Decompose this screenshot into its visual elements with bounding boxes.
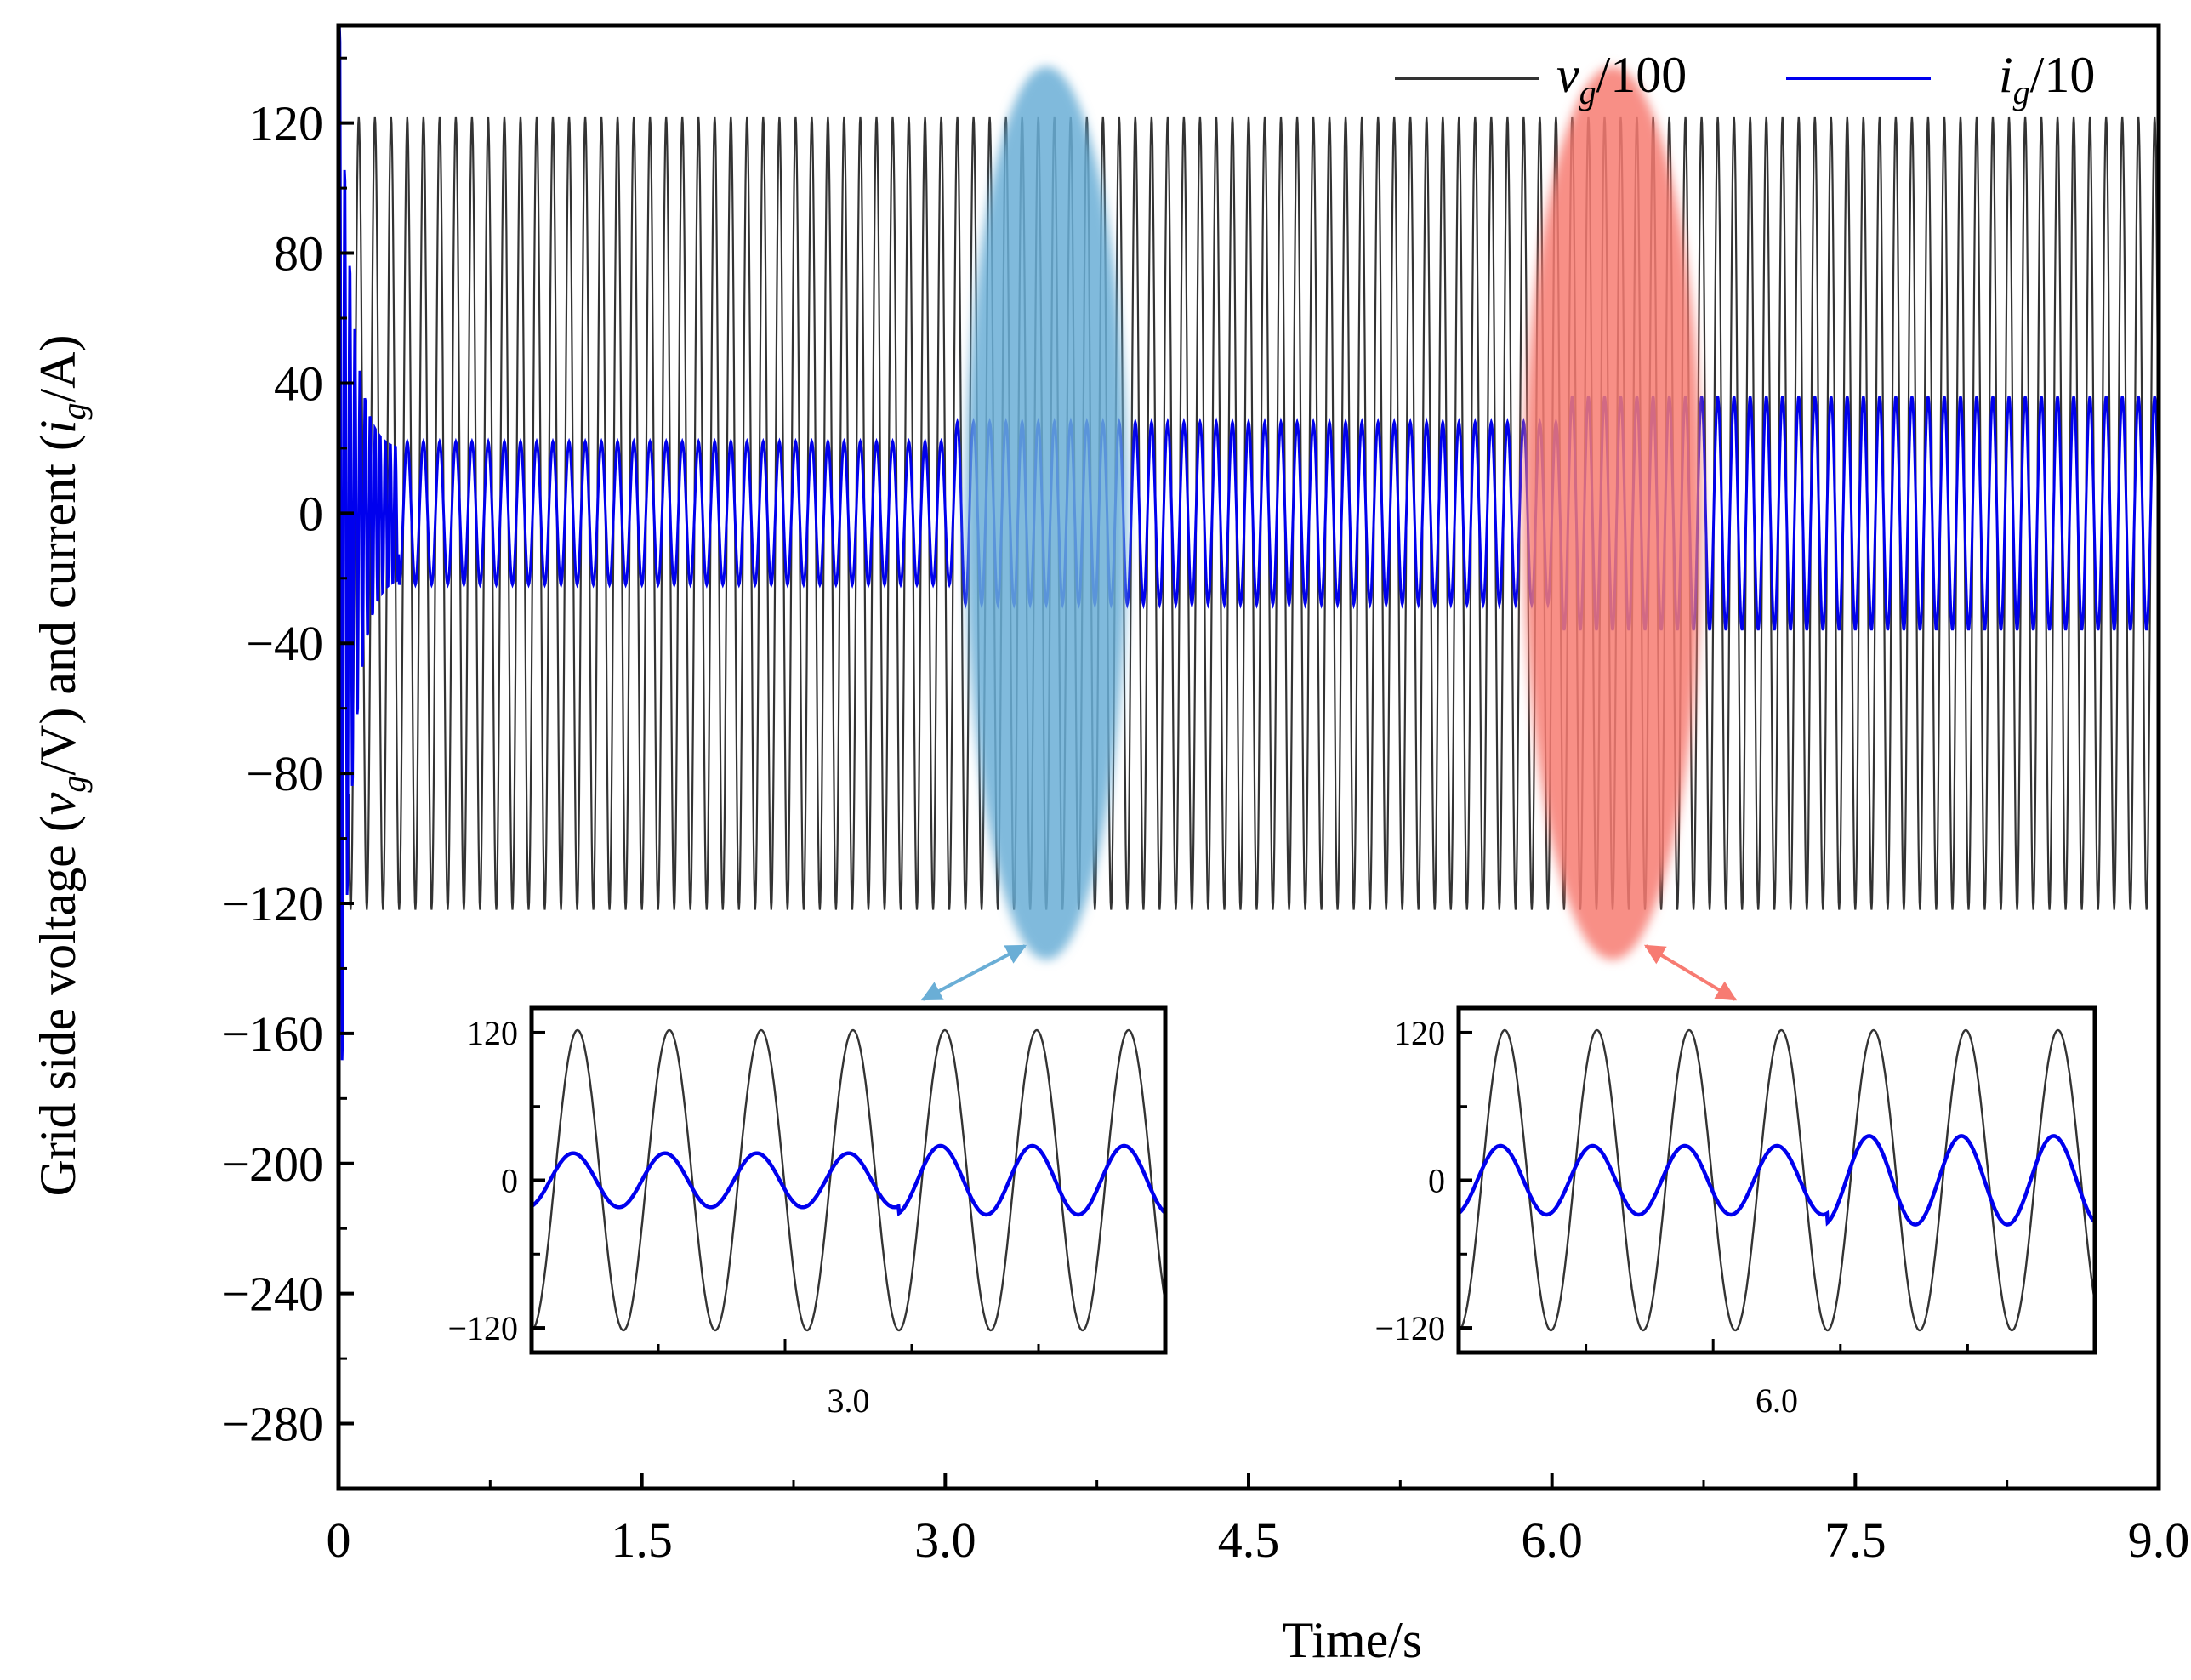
y-tick-label: −200 bbox=[221, 1136, 323, 1192]
inset-y-tick-label: 0 bbox=[501, 1162, 518, 1200]
voltage-series bbox=[347, 116, 2159, 910]
inset-current-line bbox=[530, 1143, 1167, 1217]
main-ticks: 0 1.5 3.0 4.5 6.0 7.5 9.0 120 80 40 0 −40 −80 −120 −16… bbox=[221, 56, 2190, 1568]
inset-current-line bbox=[1457, 1134, 2097, 1227]
y-tick-label: 40 bbox=[274, 356, 323, 411]
inset-y-tick-label: −120 bbox=[447, 1309, 518, 1347]
legend: vg/100 ig/10 bbox=[1395, 47, 2095, 111]
x-tick-label: 3.0 bbox=[914, 1512, 976, 1568]
y-tick-label: 120 bbox=[249, 96, 323, 151]
inset-connector-left bbox=[920, 944, 1027, 1001]
inset-voltage-line bbox=[1458, 1028, 2097, 1332]
y-tick-label: −80 bbox=[246, 746, 323, 801]
inset-x-tick-label: 3.0 bbox=[828, 1381, 870, 1420]
y-tick-label: −40 bbox=[246, 616, 323, 671]
y-tick-label: 80 bbox=[274, 226, 323, 282]
inset-y-tick-label: 0 bbox=[1428, 1162, 1445, 1200]
x-tick-label: 0 bbox=[327, 1512, 351, 1568]
series-line bbox=[339, 26, 2159, 1061]
y-tick-label: −120 bbox=[221, 876, 323, 931]
inset-y-tick-label: −120 bbox=[1374, 1309, 1445, 1347]
series-line bbox=[347, 116, 2159, 910]
x-tick-label: 7.5 bbox=[1824, 1512, 1887, 1568]
y-tick-label: −160 bbox=[221, 1006, 323, 1062]
y-tick-label: −240 bbox=[221, 1267, 323, 1322]
inset-y-tick-label: 120 bbox=[467, 1014, 518, 1052]
inset-connector-right bbox=[1643, 944, 1738, 1001]
zoom-highlights bbox=[965, 66, 1702, 960]
inset-voltage-line bbox=[531, 1028, 1167, 1332]
highlight-ellipse bbox=[1523, 66, 1702, 960]
current-series bbox=[339, 26, 2159, 1061]
legend-label-current: ig/10 bbox=[1999, 47, 2095, 111]
inset-x-tick-label: 6.0 bbox=[1756, 1381, 1798, 1420]
inset-background bbox=[532, 1008, 1165, 1353]
x-tick-label: 6.0 bbox=[1521, 1512, 1583, 1568]
inset-y-tick-label: 120 bbox=[1394, 1014, 1445, 1052]
legend-label-voltage: vg/100 bbox=[1556, 47, 1687, 111]
x-tick-label: 1.5 bbox=[611, 1512, 673, 1568]
highlight-ellipse bbox=[965, 66, 1128, 960]
y-tick-label: −280 bbox=[221, 1397, 323, 1452]
x-axis-title: Time/s bbox=[1283, 1612, 1423, 1668]
inset-3-0: 120 0 −120 3.0 bbox=[447, 1005, 1168, 1420]
y-tick-label: 0 bbox=[299, 486, 323, 541]
x-tick-label: 9.0 bbox=[2128, 1512, 2190, 1568]
inset-6-0: 120 0 −120 6.0 bbox=[1374, 1005, 2097, 1420]
x-tick-label: 4.5 bbox=[1218, 1512, 1280, 1568]
y-axis-title: Grid side voltage (vg/V) and current (ig… bbox=[30, 335, 93, 1197]
inset-background bbox=[1459, 1008, 2095, 1353]
